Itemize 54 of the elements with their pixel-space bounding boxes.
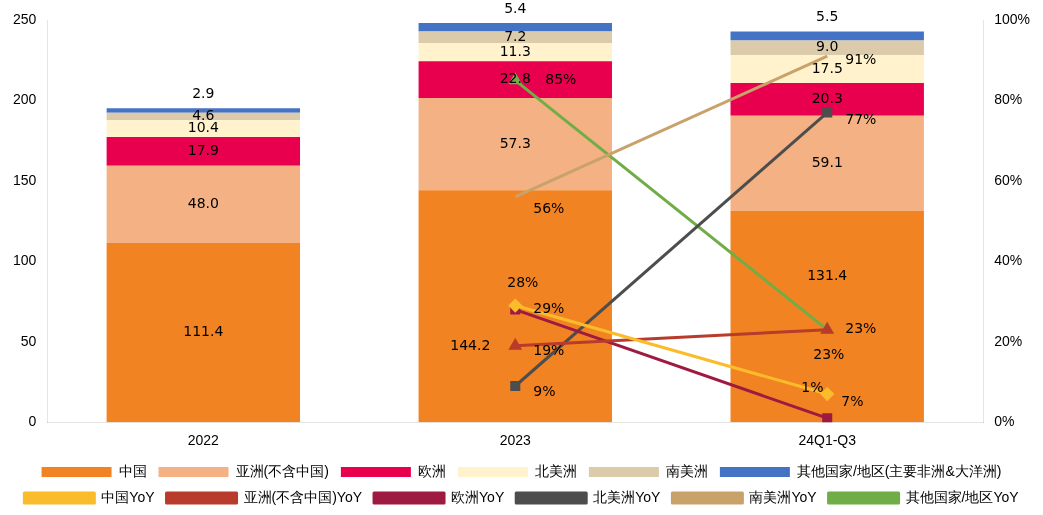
data-label: 2.9 <box>192 84 215 101</box>
data-label: 111.4 <box>183 323 224 340</box>
data-label: 17.9 <box>187 142 219 158</box>
x-tick-label: 2022 <box>187 432 220 449</box>
legend-label: 中国 <box>118 462 147 479</box>
data-label: 11.3 <box>499 42 531 59</box>
data-label: 5.4 <box>504 0 527 16</box>
y-tick-label: 150 <box>13 171 37 188</box>
data-label: 9.0 <box>816 38 839 55</box>
data-label: 23% <box>813 346 845 363</box>
data-label: 9% <box>533 382 556 399</box>
data-label: 59.1 <box>811 153 843 170</box>
y2-tick-label: 0% <box>994 413 1015 430</box>
y-tick-label: 0 <box>28 413 37 430</box>
legend-label: 亚洲(不含中国) <box>235 462 329 479</box>
y-tick-label: 200 <box>13 91 37 108</box>
legend-label: 北美洲YoY <box>593 488 662 505</box>
y-tick-label: 100 <box>13 252 37 269</box>
legend-label: 南美洲 <box>665 462 708 479</box>
legend-label: 欧洲 <box>417 462 446 479</box>
y2-tick-label: 80% <box>994 91 1023 108</box>
data-label: 85% <box>545 70 577 87</box>
legend-label: 亚洲(不含中国)YoY <box>243 488 363 505</box>
data-label: 131.4 <box>807 267 848 284</box>
y2-tick-label: 40% <box>994 252 1023 269</box>
legend-label: 其他国家/地区(主要非洲&大洋洲) <box>796 462 1002 479</box>
legend-label: 欧洲YoY <box>451 488 505 505</box>
data-label: 56% <box>533 199 565 216</box>
x-tick-label: 2023 <box>499 432 532 449</box>
data-label: 17.5 <box>811 59 843 76</box>
y2-tick-label: 60% <box>994 171 1023 188</box>
y-tick-label: 250 <box>13 10 37 27</box>
y-tick-label: 50 <box>20 332 37 349</box>
data-label: 28% <box>507 274 539 291</box>
y2-tick-label: 100% <box>994 10 1031 27</box>
x-tick-label: 24Q1-Q3 <box>798 432 857 449</box>
data-label: 7% <box>841 392 864 409</box>
data-label: 91% <box>845 50 877 67</box>
data-label: 48.0 <box>187 195 219 212</box>
legend-label: 其他国家/地区YoY <box>905 488 1020 505</box>
data-label: 77% <box>845 111 877 128</box>
data-label: 29% <box>533 300 565 317</box>
data-label: 1% <box>801 378 824 395</box>
data-label: 10.4 <box>187 119 220 136</box>
legend-label: 北美洲 <box>534 462 577 479</box>
data-label: 5.5 <box>816 8 839 25</box>
legend-label: 中国YoY <box>101 488 156 505</box>
data-label: 23% <box>845 320 877 337</box>
data-label: 57.3 <box>499 134 531 151</box>
data-label: 7.2 <box>504 28 527 45</box>
data-label: 20.3 <box>811 90 843 107</box>
data-label: 144.2 <box>450 336 491 353</box>
legend-label: 南美洲YoY <box>749 488 818 505</box>
y2-tick-label: 20% <box>994 332 1023 349</box>
